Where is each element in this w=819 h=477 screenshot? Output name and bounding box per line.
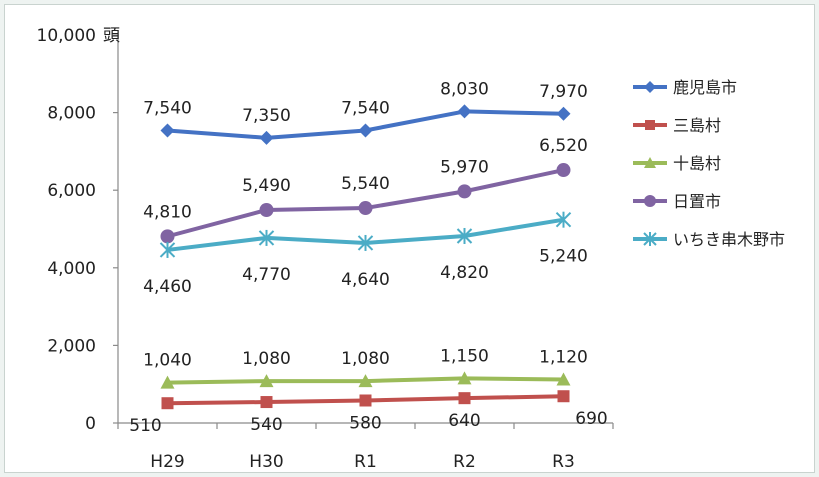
data-point — [457, 104, 472, 119]
y-tick-label: 0 — [85, 414, 96, 434]
data-label: 7,970 — [539, 82, 588, 102]
legend-entry: 三島村 — [673, 116, 721, 135]
data-point — [556, 106, 571, 121]
data-label: 1,040 — [143, 351, 192, 371]
y-tick-label: 2,000 — [47, 336, 96, 356]
data-point — [456, 227, 473, 244]
legend-entry: 十島村 — [673, 154, 721, 173]
data-label: 7,540 — [341, 98, 390, 118]
data-point — [159, 241, 176, 258]
data-label: 6,520 — [539, 136, 588, 156]
legend-marker — [643, 232, 657, 246]
data-label: 5,540 — [341, 174, 390, 194]
x-tick-label: R1 — [354, 452, 377, 472]
data-label: 540 — [250, 415, 282, 435]
data-label-layer: 7,540 7,350 7,540 8,030 7,970 510 540 580 640 690… — [129, 79, 607, 436]
legend-entry: 鹿児島市 — [673, 78, 737, 97]
data-label: 510 — [129, 416, 161, 436]
legend-marker — [644, 157, 656, 168]
data-label: 4,770 — [242, 265, 291, 285]
data-point — [259, 202, 274, 217]
data-point — [357, 234, 374, 251]
x-tick-label: H29 — [150, 452, 184, 472]
x-tick-label: H30 — [249, 452, 283, 472]
data-point — [557, 390, 570, 403]
data-point — [556, 163, 571, 178]
data-label: 1,080 — [242, 349, 291, 369]
data-point — [358, 201, 373, 216]
chart-frame: 0 2,000 4,000 6,000 8,000 10,000 頭 H29 H30 R1 R2 R3… — [4, 4, 815, 473]
legend-marker — [644, 81, 656, 93]
data-point — [358, 123, 373, 138]
data-label: 1,120 — [539, 348, 588, 368]
data-point — [555, 211, 572, 228]
data-label: 4,820 — [440, 263, 489, 283]
line-chart: 0 2,000 4,000 6,000 8,000 10,000 頭 H29 H30 R1 R2 R3… — [37, 26, 786, 472]
data-label: 640 — [448, 411, 480, 431]
y-axis-unit: 頭 — [103, 26, 120, 46]
data-point — [458, 392, 471, 405]
data-label: 4,640 — [341, 270, 390, 290]
data-label: 4,460 — [143, 277, 192, 297]
legend-marker — [644, 195, 656, 207]
data-point — [457, 371, 472, 385]
axes: 0 2,000 4,000 6,000 8,000 10,000 頭 H29 H30 R1 R2 R3 — [37, 26, 614, 472]
data-label: 1,080 — [341, 349, 390, 369]
data-label: 7,350 — [242, 106, 291, 126]
data-point — [160, 229, 175, 244]
legend-marker — [645, 120, 655, 130]
y-tick-label: 6,000 — [47, 181, 96, 201]
data-point — [556, 372, 571, 386]
data-point — [160, 375, 175, 389]
data-label: 690 — [575, 409, 607, 429]
data-label: 8,030 — [440, 79, 489, 99]
data-point — [160, 123, 175, 138]
data-point — [457, 184, 472, 199]
legend-entry: いちき串木野市 — [673, 230, 785, 249]
data-point — [359, 394, 372, 407]
data-point — [258, 229, 275, 246]
data-label: 5,490 — [242, 176, 291, 196]
y-tick-label: 10,000 — [37, 26, 96, 46]
data-point — [260, 396, 273, 409]
data-label: 5,240 — [539, 247, 588, 267]
data-label: 1,150 — [440, 346, 489, 366]
data-point — [259, 374, 274, 388]
data-point — [358, 374, 373, 388]
x-tick-label: R3 — [552, 452, 575, 472]
data-label: 5,970 — [440, 157, 489, 177]
data-point — [259, 130, 274, 145]
data-label: 580 — [349, 413, 381, 433]
y-tick-label: 8,000 — [47, 104, 96, 124]
data-point — [161, 397, 174, 410]
legend-entry: 日置市 — [673, 192, 721, 211]
y-tick-label: 4,000 — [47, 259, 96, 279]
data-label: 4,810 — [143, 202, 192, 222]
data-label: 7,540 — [143, 98, 192, 118]
x-tick-label: R2 — [453, 452, 476, 472]
series-layer — [159, 104, 572, 410]
